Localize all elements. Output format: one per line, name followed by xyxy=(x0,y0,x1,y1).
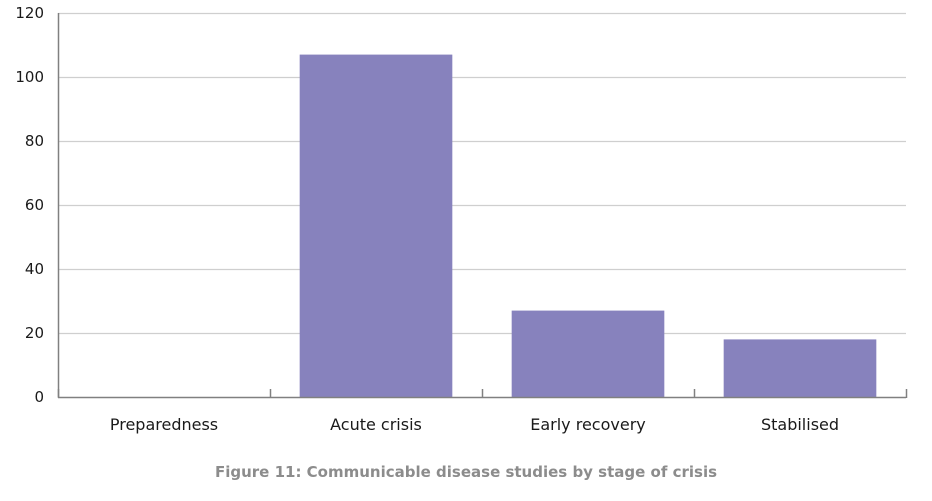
bars xyxy=(299,54,877,397)
bar-stabilised xyxy=(723,339,877,397)
y-tick-label: 40 xyxy=(25,260,44,278)
x-category-label: Stabilised xyxy=(761,415,839,434)
y-tick-labels: 0 20 40 60 80 100 120 xyxy=(15,4,44,406)
x-category-labels: Preparedness Acute crisis Early recovery St… xyxy=(110,415,839,434)
bar-early-recovery xyxy=(511,310,665,397)
y-tick-label: 120 xyxy=(15,4,44,22)
chart-caption: Figure 11: Communicable disease studies … xyxy=(214,463,718,481)
y-tick-label: 0 xyxy=(34,388,44,406)
y-tick-label: 60 xyxy=(25,196,44,214)
y-tick-label: 100 xyxy=(15,68,44,86)
axes xyxy=(57,13,908,399)
y-tick-label: 20 xyxy=(25,324,44,342)
x-category-label: Acute crisis xyxy=(330,415,422,434)
y-tick-label: 80 xyxy=(25,132,44,150)
x-category-label: Preparedness xyxy=(110,415,218,434)
bar-acute-crisis xyxy=(299,54,453,397)
x-category-label: Early recovery xyxy=(530,415,646,434)
gridlines xyxy=(58,12,906,335)
